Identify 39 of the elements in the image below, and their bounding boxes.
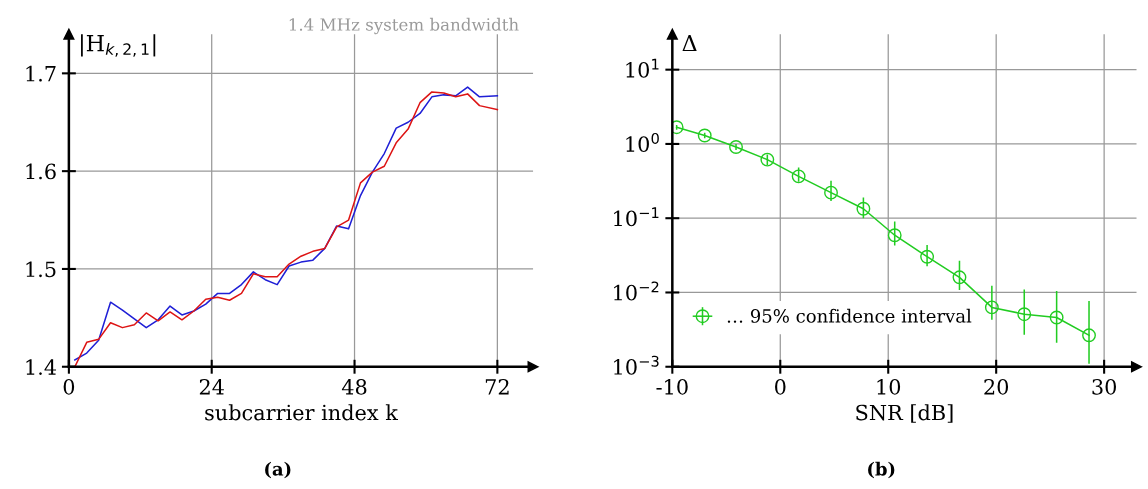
point <box>887 228 902 243</box>
x-tick-label: 0 <box>63 378 75 395</box>
point <box>1017 307 1032 322</box>
y-tick-label: 10$^{0}$ <box>626 132 659 152</box>
x-tick-label: 48 <box>341 378 367 395</box>
point <box>1082 328 1096 343</box>
x-tick-label: 10 <box>877 378 901 395</box>
point <box>791 169 806 184</box>
y-tick-label: 10$^{−1}$ <box>614 207 659 227</box>
x-tick-label: -10 <box>656 378 688 395</box>
point <box>920 249 935 264</box>
x-tick-label: 24 <box>199 378 224 395</box>
y-axis-title: Δ <box>682 34 697 52</box>
point <box>824 185 838 200</box>
point <box>697 128 712 143</box>
x-axis-title: SNR [dB] <box>856 404 953 423</box>
text: (a) <box>265 461 291 479</box>
point <box>760 152 775 167</box>
point <box>952 270 967 285</box>
x-tick-label: 30 <box>1092 378 1117 395</box>
point <box>1049 310 1064 325</box>
point <box>856 201 871 216</box>
x-tick-label: 72 <box>485 378 509 395</box>
y-tick-label: 10$^{−2}$ <box>614 281 659 301</box>
point <box>984 300 999 315</box>
y-axis-title: |H$_{k,2,1}$| <box>81 34 156 57</box>
legend-label: … 95% confidence interval <box>727 308 972 323</box>
text: (b) <box>868 461 895 479</box>
text: 1.4 MHz system bandwidth <box>289 17 519 35</box>
y-tick-label: 1.6 <box>26 163 56 180</box>
y-tick-label: 10$^{−3}$ <box>614 355 659 375</box>
y-tick-label: 1.7 <box>26 65 56 82</box>
point <box>729 140 743 154</box>
y-tick-label: 10$^{1}$ <box>626 58 659 78</box>
y-tick-label: 1.4 <box>26 359 57 375</box>
x-tick-label: 20 <box>984 378 1009 395</box>
x-axis-title: subcarrier index k <box>205 404 398 421</box>
x-tick-label: 0 <box>775 378 786 395</box>
y-tick-label: 1.5 <box>26 261 56 278</box>
